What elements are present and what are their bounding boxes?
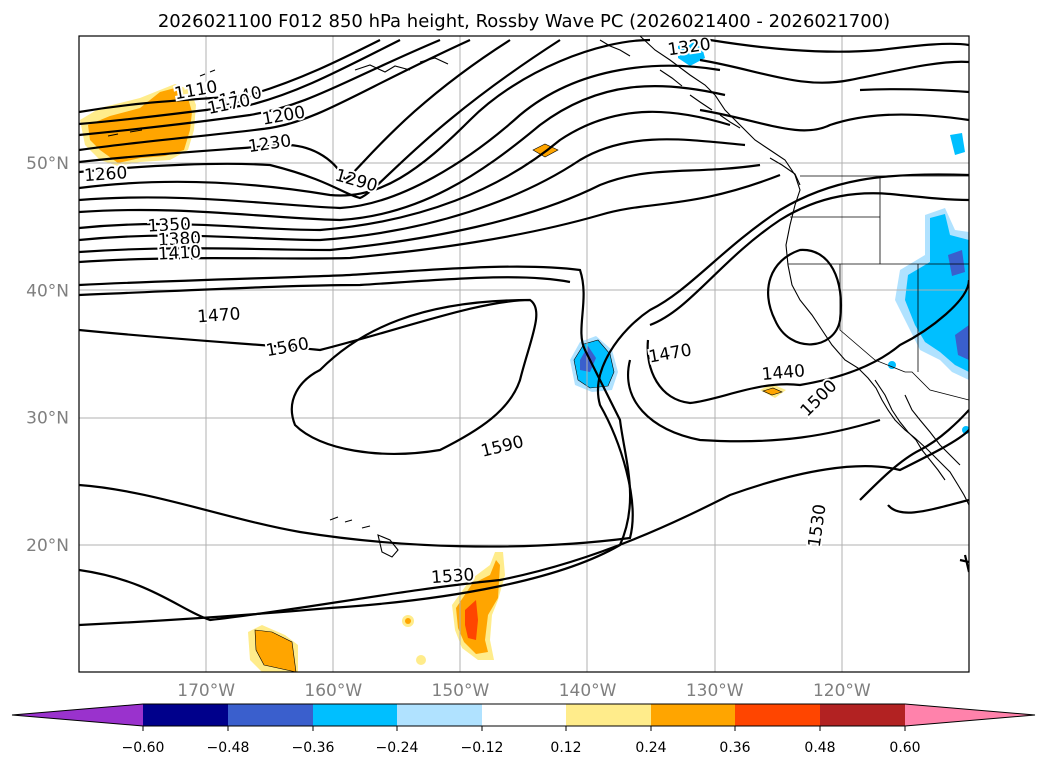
colorbar: −0.60 −0.48 −0.36 −0.24 −0.12 0.12 0.24 0.36 0.4…	[11, 703, 1036, 756]
height-contour	[79, 39, 401, 126]
colorbar-tick-label: 0.12	[550, 740, 581, 756]
height-contour	[79, 138, 746, 242]
colorbar-tick-label: 0.24	[635, 740, 666, 756]
contour-label: 1380	[157, 228, 201, 250]
positive-anomaly-patch	[88, 88, 192, 163]
height-contour	[79, 163, 761, 254]
positive-anomaly-patch	[762, 387, 783, 396]
height-contour	[79, 64, 721, 210]
negative-anomaly-patch	[950, 133, 965, 155]
colorbar-tick-label: 0.36	[719, 740, 750, 756]
height-contour	[79, 38, 471, 152]
y-axis-ticks: 20°N 30°N 40°N 50°N	[26, 154, 69, 556]
colorbar-extend-low	[12, 704, 143, 726]
height-contour	[79, 39, 561, 200]
height-contour	[79, 173, 969, 548]
height-contour	[887, 498, 969, 514]
colorbar-tick-label: −0.24	[376, 740, 419, 756]
colorbar-segment	[566, 704, 651, 726]
height-contour	[699, 58, 969, 84]
height-contour	[79, 85, 726, 222]
chart-title: 2026021100 F012 850 hPa height, Rossby W…	[158, 11, 890, 32]
baja-coastline	[874, 379, 946, 481]
height-contour	[646, 279, 969, 405]
x-tick-label: 150°W	[432, 681, 490, 701]
height-contour	[709, 38, 969, 53]
height-contour	[79, 173, 781, 264]
y-tick-label: 50°N	[26, 154, 69, 174]
y-tick-label: 30°N	[26, 409, 69, 429]
contour-label: 1350	[147, 214, 191, 236]
x-tick-label: 120°W	[813, 681, 871, 701]
height-contour	[79, 276, 571, 297]
colorbar-segment	[651, 704, 735, 726]
colorbar-tick-label: −0.60	[122, 740, 165, 756]
x-tick-label: 140°W	[559, 681, 617, 701]
colorbar-segment	[482, 704, 566, 726]
positive-anomaly-patch	[254, 629, 297, 672]
height-contour	[627, 359, 881, 443]
positive-anomaly-patch	[465, 600, 478, 640]
height-contour	[79, 39, 511, 182]
height-contour	[79, 110, 731, 232]
map-background	[79, 36, 969, 672]
y-tick-label: 20°N	[26, 536, 69, 556]
hawaii-islands	[329, 516, 399, 558]
colorbar-segment	[143, 704, 228, 726]
gulf-of-california-coast	[904, 394, 961, 466]
contour-label: 1440	[761, 361, 806, 385]
colorbar-segment	[397, 704, 482, 726]
height-contour	[959, 554, 969, 573]
height-contour	[859, 409, 969, 501]
x-axis-ticks: 170°W 160°W 150°W 140°W 130°W 120°W	[177, 681, 871, 701]
height-contour	[699, 108, 969, 132]
contour-label: 1530	[431, 565, 476, 588]
height-contour	[79, 38, 651, 197]
negative-anomaly-patch	[573, 339, 615, 389]
colorbar-extend-high	[905, 704, 1035, 726]
x-tick-label: 170°W	[177, 681, 235, 701]
border	[905, 371, 969, 401]
colorbar-tick-label: −0.12	[461, 740, 504, 756]
height-contour	[79, 265, 632, 627]
map-frame	[78, 35, 970, 673]
contour-label: 1410	[157, 242, 201, 264]
colorbar-tick-label: 0.60	[889, 740, 920, 756]
contour-label: 1260	[83, 163, 128, 186]
negative-anomaly-patch	[955, 325, 969, 360]
positive-anomaly-patch	[405, 618, 411, 624]
height-contour	[767, 248, 842, 346]
negative-anomaly-patch	[888, 361, 896, 369]
height-contour	[649, 192, 969, 327]
colorbar-tick-label: 0.48	[804, 740, 835, 756]
colorbar-tick-label: −0.48	[207, 740, 250, 756]
colorbar-segment	[820, 704, 905, 726]
x-tick-label: 130°W	[686, 681, 744, 701]
gridlines	[79, 36, 969, 672]
colorbar-tick-label: −0.36	[292, 740, 335, 756]
y-tick-label: 40°N	[26, 281, 69, 301]
height-contour	[79, 39, 381, 114]
colorbar-segment	[228, 704, 313, 726]
height-contour	[859, 88, 969, 94]
alaska-islands	[354, 39, 741, 129]
contour-label: 1470	[197, 304, 242, 327]
vancouver-island	[769, 157, 801, 186]
colorbar-segment	[313, 704, 397, 726]
negative-anomaly-patch	[678, 40, 705, 66]
height-contours	[79, 38, 969, 627]
x-tick-label: 160°W	[304, 681, 362, 701]
positive-anomaly-patch	[416, 655, 426, 665]
colorbar-segment	[735, 704, 820, 726]
height-contour	[79, 429, 969, 622]
height-contour	[79, 298, 538, 455]
height-contour	[79, 38, 441, 137]
negative-anomaly-patch	[948, 250, 965, 276]
